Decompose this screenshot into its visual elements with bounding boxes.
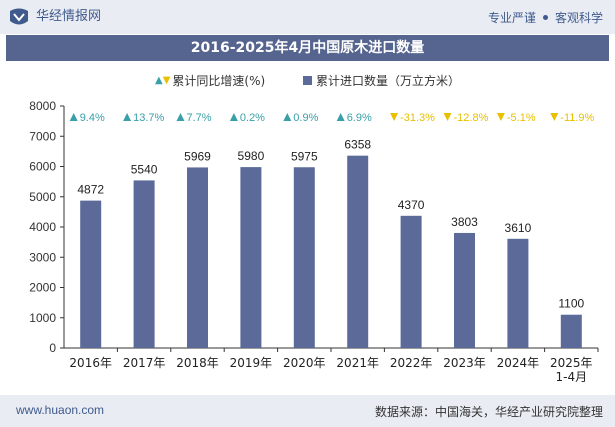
y-tick-label: 8000 (29, 99, 56, 113)
brand-logo-icon (10, 8, 28, 25)
growth-up-triangle-icon (176, 113, 185, 121)
legend-up-triangle-icon: ▲ (154, 75, 163, 86)
bar (454, 232, 475, 348)
bar (400, 215, 422, 348)
legend-bar-swatch (303, 76, 312, 85)
x-tick-label: 1-4月 (555, 370, 587, 384)
growth-up-triangle-icon (123, 113, 132, 121)
growth-label: 0.9% (293, 112, 318, 124)
brand-name: 华经情报网 (36, 9, 102, 24)
bar (187, 167, 208, 348)
x-tick-label: 2024年 (497, 356, 540, 370)
x-tick-label: 2016年 (69, 356, 112, 370)
legend-growth-label: 累计同比增速(%) (172, 74, 266, 88)
y-tick-label: 6000 (29, 160, 56, 174)
legend-quantity-label: 累计进口数量（万立方米） (316, 74, 461, 88)
x-tick-label: 2017年 (123, 356, 166, 370)
growth-up-triangle-icon (283, 113, 292, 121)
x-tick-label: 2019年 (230, 356, 273, 370)
x-tick-label: 2018年 (176, 356, 219, 370)
growth-up-triangle-icon (229, 113, 238, 121)
growth-down-triangle-icon (443, 113, 452, 121)
y-tick-label: 3000 (29, 250, 56, 264)
bar (560, 314, 582, 348)
bar-value-label: 5969 (184, 149, 211, 163)
slogan-left: 专业严谨 (487, 11, 536, 25)
y-tick-label: 7000 (29, 129, 56, 143)
y-tick-label: 1000 (29, 311, 56, 325)
bar (347, 155, 369, 348)
bar-value-label: 5980 (238, 149, 265, 163)
y-tick-label: 4000 (29, 220, 56, 234)
growth-up-triangle-icon (69, 113, 78, 121)
header-bar: 华经情报网 专业严谨 客观科学 (0, 0, 615, 34)
growth-up-triangle-icon (336, 113, 345, 121)
brand-logo[interactable]: 华经情报网 (8, 7, 101, 27)
growth-label: 6.9% (347, 112, 372, 124)
bar-value-label: 5975 (291, 149, 318, 163)
growth-down-triangle-icon (496, 113, 505, 121)
growth-label: -11.9% (560, 112, 594, 124)
legend-down-triangle-icon: ▼ (162, 75, 171, 86)
bar (80, 200, 102, 348)
slogan: 专业严谨 客观科学 (488, 9, 603, 26)
growth-label: 13.7% (133, 112, 164, 124)
growth-label: -31.3% (400, 112, 435, 124)
bar-value-label: 4872 (77, 183, 104, 197)
chart-title: 2016-2025年4月中国原木进口数量 (6, 35, 609, 61)
growth-label: 0.2% (240, 112, 265, 124)
x-tick-label: 2020年 (283, 356, 326, 370)
footer-bar: www.huaon.com 数据来源：中国海关，华经产业研究院整理 (0, 395, 615, 427)
bar (507, 238, 529, 348)
x-tick-label: 2021年 (336, 356, 379, 370)
x-tick-label: 2022年 (390, 356, 433, 370)
bar-value-label: 4370 (398, 198, 425, 212)
data-source: 数据来源：中国海关，华经产业研究院整理 (374, 405, 603, 419)
y-tick-label: 2000 (29, 281, 56, 295)
bar (133, 180, 155, 348)
bar-chart: 0 1000 2000 3000 4000 5000 6000 7000 8000 4872 201… (29, 99, 599, 384)
bar-value-label: 1100 (558, 297, 584, 311)
growth-down-triangle-icon (550, 113, 559, 121)
bar-value-label: 3803 (451, 215, 478, 229)
growth-label: 7.7% (187, 112, 212, 124)
bar-value-label: 6358 (344, 138, 371, 152)
website-link[interactable]: www.huaon.com (16, 403, 105, 417)
y-tick-label: 5000 (29, 190, 56, 204)
bar-value-label: 5540 (131, 162, 158, 176)
x-tick-label: 2025年 (550, 356, 593, 370)
growth-label: -12.8% (454, 112, 489, 124)
growth-down-triangle-icon (390, 113, 399, 121)
growth-label: -5.1% (507, 112, 536, 124)
x-tick-label: 2023年 (443, 356, 486, 370)
bar (240, 167, 262, 348)
bar (293, 167, 315, 348)
growth-label: 9.4% (80, 112, 105, 124)
slogan-separator-dot (542, 15, 548, 20)
slogan-right: 客观科学 (554, 11, 603, 25)
y-tick-label: 0 (49, 341, 56, 355)
chart-legend: ▲▼ 累计同比增速(%) 累计进口数量（万立方米） (0, 72, 615, 89)
bar-value-label: 3610 (505, 221, 532, 235)
